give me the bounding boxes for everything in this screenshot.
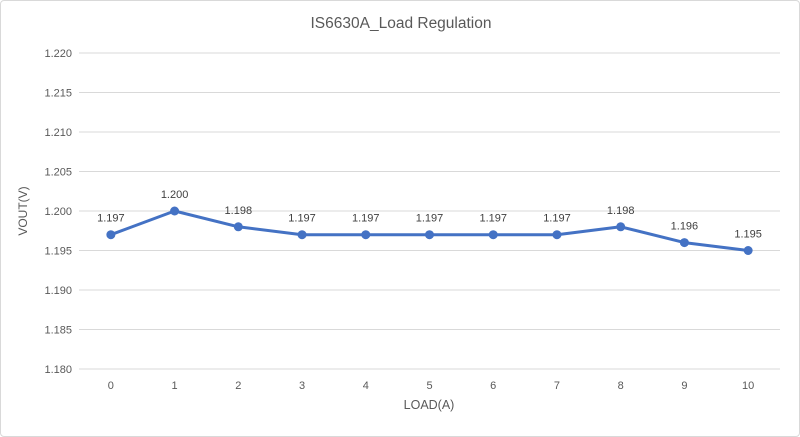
data-point-marker (233, 222, 243, 232)
data-point-label: 1.196 (671, 221, 699, 233)
data-point-label: 1.197 (416, 213, 444, 225)
chart-title: IS6630A_Load Regulation (311, 15, 492, 32)
data-point-marker (170, 206, 180, 216)
x-axis-title: LOAD(A) (404, 398, 455, 412)
y-tick-label: 1.200 (44, 206, 72, 218)
y-tick-label: 1.185 (44, 325, 72, 337)
data-point-label: 1.198 (225, 205, 253, 217)
y-tick-label: 1.180 (44, 364, 72, 376)
data-point-marker (425, 230, 434, 240)
y-tick-label: 1.205 (44, 167, 72, 179)
x-tick-label: 8 (618, 380, 624, 392)
data-point-marker (106, 230, 116, 240)
y-tick-label: 1.195 (44, 246, 72, 258)
data-point-marker (552, 230, 562, 240)
data-point-label: 1.200 (161, 189, 189, 201)
data-point-marker (361, 230, 371, 240)
data-point-marker (616, 222, 626, 232)
y-tick-label: 1.190 (44, 285, 72, 297)
x-tick-label: 0 (108, 380, 114, 392)
data-point-label: 1.197 (543, 213, 571, 225)
x-tick-label: 6 (490, 380, 496, 392)
data-point-label: 1.197 (97, 213, 125, 225)
y-tick-label: 1.210 (44, 127, 72, 139)
x-tick-label: 9 (681, 380, 687, 392)
data-point-label: 1.197 (352, 213, 380, 225)
data-point-marker (679, 238, 689, 248)
y-tick-label: 1.215 (44, 88, 72, 100)
data-point-label: 1.195 (734, 229, 762, 241)
data-point-marker (488, 230, 498, 240)
data-point-label: 1.197 (288, 213, 316, 225)
x-tick-label: 5 (426, 380, 432, 392)
data-point-label: 1.198 (607, 205, 635, 217)
x-tick-label: 3 (299, 380, 305, 392)
data-point-label: 1.197 (479, 213, 507, 225)
x-tick-label: 1 (172, 380, 178, 392)
x-tick-label: 4 (363, 380, 369, 392)
data-point-marker (297, 230, 307, 240)
x-tick-label: 7 (554, 380, 560, 392)
plot-area: 1.180 1.185 1.190 1.195 1.200 1.205 1.210 1.215… (44, 48, 780, 392)
y-axis-title: VOUT(V) (16, 186, 30, 235)
y-tick-label: 1.220 (44, 48, 72, 60)
x-tick-label: 10 (742, 380, 754, 392)
data-point-marker (743, 246, 753, 255)
x-tick-label: 2 (235, 380, 241, 392)
